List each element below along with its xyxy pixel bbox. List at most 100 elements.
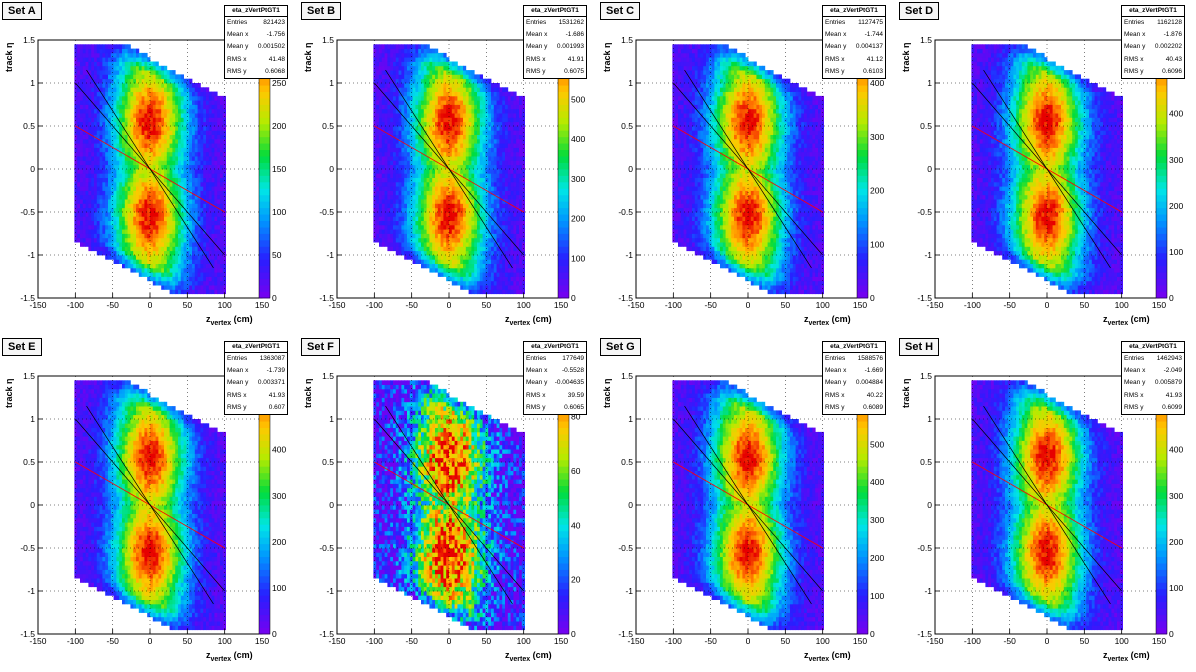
x-tick-label: -150 [627,300,644,310]
stats-value: 0.6099 [1162,402,1182,414]
stats-row: Mean x -1.756 [225,29,287,41]
y-tick-label: 1.5 [621,35,633,45]
z-tick-label: 50 [272,250,282,260]
x-tick-label: 50 [781,300,791,310]
z-tick-label: 500 [870,439,884,449]
y-axis-label: track η [303,42,313,72]
y-tick-label: 1.5 [322,371,334,381]
y-tick-label: -0.5 [917,543,932,553]
heatmap-cells [672,380,824,631]
x-tick-label: -50 [406,300,419,310]
x-tick-label: 50 [1080,300,1090,310]
x-axis-label: zvertex (cm) [804,314,851,327]
stats-box: eta_zVertPtGT1 Entries 1162128 Mean x -1.876… [1121,5,1185,80]
z-tick-label: 100 [1169,583,1183,593]
x-tick-label: 50 [183,636,193,646]
z-tick-label: 250 [272,78,286,88]
z-tick-label: 0 [1169,293,1174,303]
y-axis-label: track η [4,378,14,408]
x-tick-label: -100 [964,300,981,310]
x-tick-label: 150 [853,636,867,646]
stats-name: eta_zVertPtGT1 [524,6,586,17]
z-tick-label: 200 [870,553,884,563]
stats-value: 41.93 [1166,390,1182,402]
stats-row: RMS x 40.43 [1122,54,1184,66]
x-axis-label-unit: (cm) [1128,314,1150,324]
x-axis-label-main: z [206,314,211,324]
x-tick-label: -100 [67,636,84,646]
stats-row: Mean y 0.002202 [1122,41,1184,53]
stats-row: Mean y 0.001502 [225,41,287,53]
stats-row: Mean x -1.686 [524,29,586,41]
x-tick-label: 150 [554,300,568,310]
stats-name: eta_zVertPtGT1 [823,342,885,353]
y-tick-label: 1 [628,414,633,424]
stats-row: Mean y -0.004635 [524,377,586,389]
y-tick-label: 1.5 [920,35,932,45]
stats-row: RMS x 41.93 [225,390,287,402]
stats-value: 1162128 [1157,17,1182,29]
z-tick-label: 400 [1169,445,1183,455]
y-tick-label: -0.5 [20,543,35,553]
z-tick-label: 200 [870,186,884,196]
stats-box: eta_zVertPtGT1 Entries 1588576 Mean x -1.669… [822,341,886,416]
stats-label: Entries [825,353,845,365]
stats-label: Mean y [526,377,547,389]
stats-value: -1.686 [566,29,584,41]
histogram-panel: -150 -100 -50 0 50 100 150 -1.5 -1 -0.5 0 0.5 1 1.5 0 1… [897,0,1196,336]
stats-value: -2.049 [1164,365,1182,377]
color-scale [1155,375,1168,635]
x-axis-label-main: z [206,650,211,660]
stats-label: RMS x [825,390,845,402]
z-tick-label: 80 [571,412,581,422]
z-tick-label: 300 [571,174,585,184]
y-tick-label: -1.5 [618,629,633,639]
z-tick-label: 100 [870,591,884,601]
heatmap-svg: -150 -100 -50 0 50 100 150 -1.5 -1 -0.5 0 0.5 1 1.5 0 1… [618,371,884,646]
y-tick-label: 0.5 [920,457,932,467]
stats-label: Mean x [227,29,248,41]
histogram-panel: -150 -100 -50 0 50 100 150 -1.5 -1 -0.5 0 0.5 1 1.5 0 1… [598,336,897,672]
stats-value: 0.6065 [564,402,584,414]
x-tick-label: 150 [255,300,269,310]
z-tick-label: 40 [571,520,581,530]
x-tick-label: 0 [746,636,751,646]
y-tick-label: -1 [326,250,334,260]
x-tick-label: 0 [148,300,153,310]
y-tick-label: 1 [628,78,633,88]
heatmap-svg: -150 -100 -50 0 50 100 150 -1.5 -1 -0.5 0 0.5 1 1.5 0 1… [618,35,884,310]
y-tick-label: 0.5 [322,457,334,467]
panel-title: Set F [301,338,340,356]
stats-label: Mean y [1124,41,1145,53]
stats-label: Mean y [1124,377,1145,389]
stats-row: RMS x 40.22 [823,390,885,402]
y-tick-label: 1 [329,414,334,424]
y-axis-label: track η [901,378,911,408]
y-tick-label: 0.5 [920,121,932,131]
stats-box: eta_zVertPtGT1 Entries 177649 Mean x -0.5528… [523,341,587,416]
stats-value: 0.001502 [258,41,285,53]
z-tick-label: 100 [1169,247,1183,257]
x-axis-label: zvertex (cm) [206,650,253,663]
x-axis-label: zvertex (cm) [1103,314,1150,327]
x-tick-label: -100 [665,300,682,310]
x-tick-label: -150 [926,300,943,310]
stats-name: eta_zVertPtGT1 [225,6,287,17]
stats-row: RMS y 0.6065 [524,402,586,414]
stats-box: eta_zVertPtGT1 Entries 1531262 Mean x -1.686… [523,5,587,80]
z-tick-label: 500 [571,95,585,105]
stats-label: Entries [227,353,247,365]
x-tick-label: -100 [366,636,383,646]
y-tick-label: 0 [628,164,633,174]
stats-value: 39.59 [568,390,584,402]
stats-value: -1.669 [865,365,883,377]
stats-row: Mean x -1.669 [823,365,885,377]
stats-row: RMS x 39.59 [524,390,586,402]
x-tick-label: -50 [107,300,120,310]
stats-row: Mean y 0.005879 [1122,377,1184,389]
z-tick-label: 0 [870,629,875,639]
y-tick-label: 0 [329,500,334,510]
x-tick-label: -50 [705,300,718,310]
stats-row: Mean x -2.049 [1122,365,1184,377]
stats-value: 177649 [562,353,584,365]
